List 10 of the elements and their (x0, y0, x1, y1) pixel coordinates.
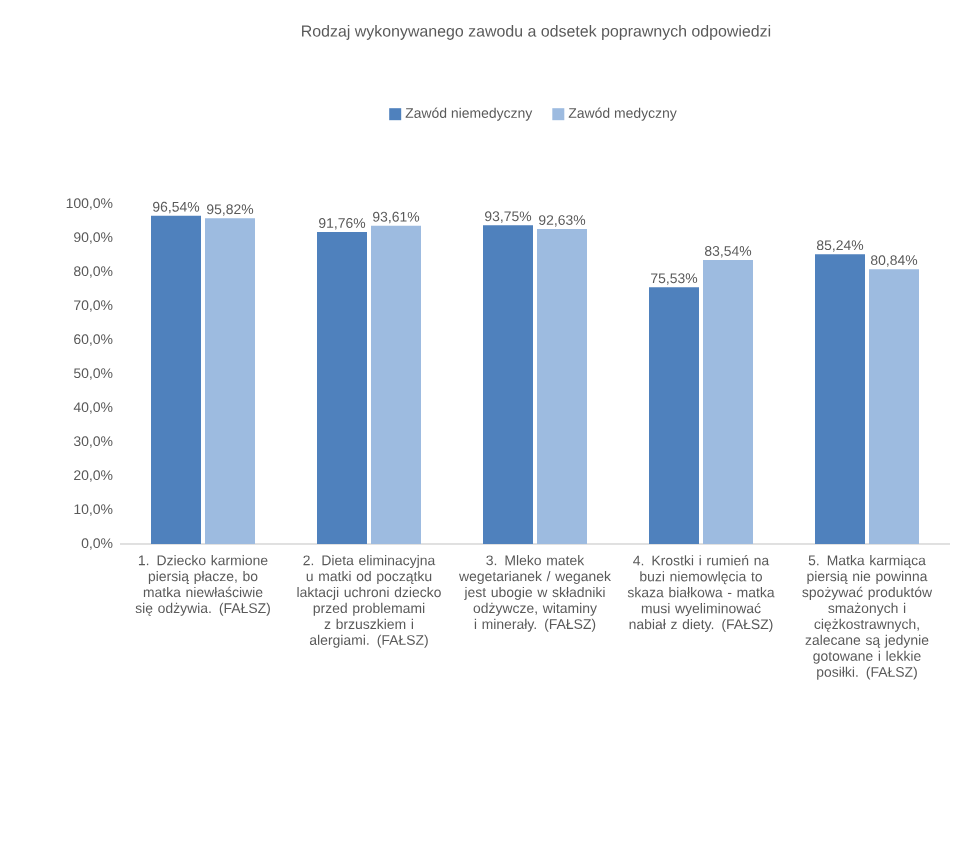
bar (317, 232, 367, 544)
bar (483, 225, 533, 544)
bar (815, 254, 865, 544)
bar (703, 259, 753, 544)
bar (205, 218, 255, 544)
bar (649, 287, 699, 544)
bar (371, 225, 421, 544)
bar (869, 269, 919, 544)
bar (151, 215, 201, 544)
bar (537, 229, 587, 544)
